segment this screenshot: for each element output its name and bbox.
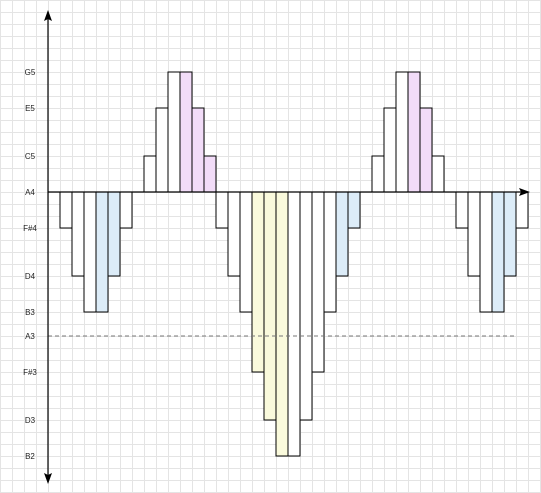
note-bar-g5: [407, 71, 421, 193]
note-bar-d4: [107, 191, 121, 277]
note-bar-b3: [479, 191, 493, 313]
note-bar-d3: [263, 191, 277, 421]
note-bar-fsharp3: [311, 191, 325, 373]
note-bar-fsharp4: [119, 191, 133, 229]
note-bar-fsharp4: [455, 191, 469, 229]
note-bar-d3: [299, 191, 313, 421]
note-bar-e5: [383, 107, 397, 193]
note-bar-c5: [431, 155, 445, 193]
note-bar-d4: [467, 191, 481, 277]
note-bar-c5: [371, 155, 385, 193]
y-axis-labels: G5 E5 C5 A4 F#4 D4 B3 A3 F#3 D3 B2: [23, 68, 37, 461]
note-bar-b3: [491, 191, 505, 313]
note-bar-fsharp4: [515, 191, 529, 229]
note-bar-g5: [395, 71, 409, 193]
y-label-fsharp4: F#4: [23, 224, 37, 233]
note-bar-fsharp4: [59, 191, 73, 229]
note-bar-e5: [419, 107, 433, 193]
x-axis-arrowhead: [519, 188, 530, 196]
note-bar-e5: [155, 107, 169, 193]
note-bar-g5: [167, 71, 181, 193]
y-label-d4: D4: [25, 272, 36, 281]
note-bar-fsharp3: [251, 191, 265, 373]
y-label-b3: B3: [25, 308, 35, 317]
bars-group: [59, 71, 529, 457]
note-bar-d4: [503, 191, 517, 277]
note-bar-b2: [287, 191, 301, 457]
note-bar-d4: [335, 191, 349, 277]
y-axis-arrowhead-bottom: [44, 473, 52, 484]
y-label-a4: A4: [25, 188, 35, 197]
note-bar-fsharp4: [347, 191, 361, 229]
note-bar-g5: [179, 71, 193, 193]
y-label-d3: D3: [25, 416, 36, 425]
note-bar-b3: [83, 191, 97, 313]
note-bar-d4: [227, 191, 241, 277]
y-label-g5: G5: [25, 68, 36, 77]
note-bar-fsharp4: [215, 191, 229, 229]
note-bar-b2: [275, 191, 289, 457]
y-axis-arrowhead-top: [44, 10, 52, 21]
note-bar-b3: [239, 191, 253, 313]
note-bar-c5: [143, 155, 157, 193]
y-label-c5: C5: [25, 152, 36, 161]
note-bar-d4: [71, 191, 85, 277]
note-bar-b3: [95, 191, 109, 313]
y-label-b2: B2: [25, 452, 35, 461]
y-label-e5: E5: [25, 104, 35, 113]
note-bar-b3: [323, 191, 337, 313]
note-bar-e5: [191, 107, 205, 193]
y-label-fsharp3: F#3: [23, 368, 37, 377]
note-bar-c5: [203, 155, 217, 193]
y-label-a3: A3: [25, 332, 35, 341]
